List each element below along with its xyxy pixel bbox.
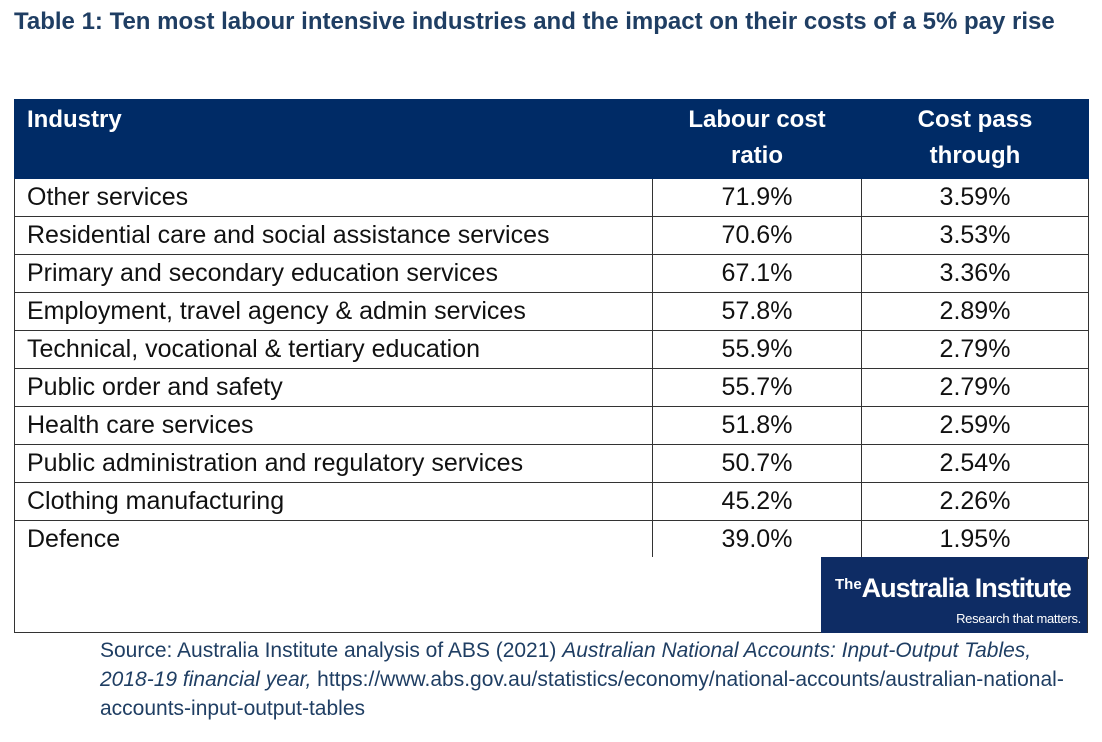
cost-pass-through-cell: 3.59% [861,178,1089,217]
industry-cell: Defence [14,520,653,559]
data-table-container: Industry Labour cost ratio Cost pass thr… [14,99,1089,559]
industry-cell: Technical, vocational & tertiary educati… [14,330,653,369]
cost-pass-through-cell: 2.26% [861,482,1089,521]
header-labour-cost-ratio: Labour cost ratio [652,99,862,179]
labour-cost-ratio-cell: 39.0% [652,520,862,559]
industry-cell: Public order and safety [14,368,653,407]
cost-pass-through-cell: 2.79% [861,368,1089,407]
cost-pass-through-cell: 2.89% [861,292,1089,331]
table-row: Technical, vocational & tertiary educati… [14,330,1089,369]
table-row: Primary and secondary education services… [14,254,1089,293]
labour-cost-ratio-cell: 70.6% [652,216,862,255]
table-row: Clothing manufacturing 45.2% 2.26% [14,482,1089,521]
table-row: Public order and safety 55.7% 2.79% [14,368,1089,407]
cost-pass-through-cell: 3.53% [861,216,1089,255]
source-publication: Australian National Accounts: Input-Outp… [100,639,1032,691]
table-row: Defence 39.0% 1.95% [14,520,1089,559]
labour-cost-ratio-cell: 55.7% [652,368,862,407]
labour-cost-ratio-cell: 55.9% [652,330,862,369]
header-cost-pass-through: Cost pass through [861,99,1089,179]
header-industry: Industry [14,99,653,179]
industry-cell: Other services [14,178,653,217]
table-footer-box: TheAustralia Institute Research that mat… [14,557,1088,633]
logo-the-text: The [835,576,862,593]
table-row: Health care services 51.8% 2.59% [14,406,1089,445]
table-row: Other services 71.9% 3.59% [14,178,1089,217]
logo-tagline: Research that matters. [956,611,1081,626]
source-prefix: Source: Australia Institute analysis of … [100,639,563,662]
table-header-row: Industry Labour cost ratio Cost pass thr… [14,99,1089,179]
labour-cost-ratio-cell: 50.7% [652,444,862,483]
industry-cell: Primary and secondary education services [14,254,653,293]
australia-institute-logo: TheAustralia Institute Research that mat… [821,557,1087,633]
table-row: Residential care and social assistance s… [14,216,1089,255]
labour-cost-ratio-cell: 57.8% [652,292,862,331]
industry-cell: Clothing manufacturing [14,482,653,521]
table-title: Table 1: Ten most labour intensive indus… [14,8,1055,35]
data-table: Industry Labour cost ratio Cost pass thr… [14,99,1089,559]
cost-pass-through-cell: 1.95% [861,520,1089,559]
labour-cost-ratio-cell: 45.2% [652,482,862,521]
labour-cost-ratio-cell: 51.8% [652,406,862,445]
cost-pass-through-cell: 2.79% [861,330,1089,369]
source-url: https://www.abs.gov.au/statistics/econom… [100,668,1064,720]
cost-pass-through-cell: 2.54% [861,444,1089,483]
labour-cost-ratio-cell: 71.9% [652,178,862,217]
table-row: Employment, travel agency & admin servic… [14,292,1089,331]
cost-pass-through-cell: 3.36% [861,254,1089,293]
labour-cost-ratio-cell: 67.1% [652,254,862,293]
industry-cell: Public administration and regulatory ser… [14,444,653,483]
source-note: Source: Australia Institute analysis of … [100,636,1090,723]
logo-name-text: Australia Institute [861,573,1072,603]
industry-cell: Health care services [14,406,653,445]
industry-cell: Residential care and social assistance s… [14,216,653,255]
table-row: Public administration and regulatory ser… [14,444,1089,483]
cost-pass-through-cell: 2.59% [861,406,1089,445]
industry-cell: Employment, travel agency & admin servic… [14,292,653,331]
